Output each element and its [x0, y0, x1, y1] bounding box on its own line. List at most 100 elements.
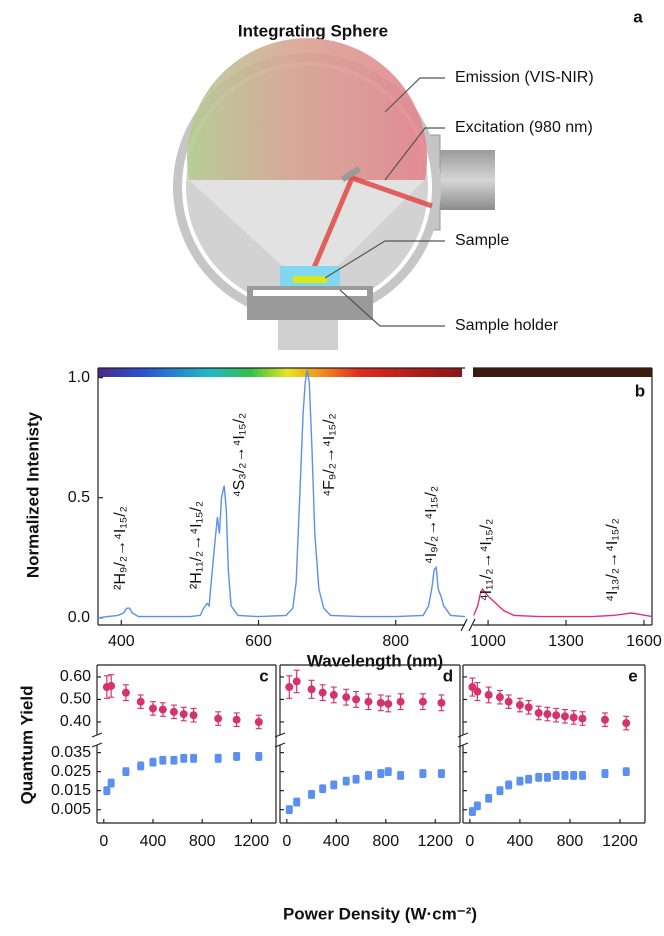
point [468, 808, 476, 816]
x-axis-label: Power Density (W·cm⁻²) [283, 904, 477, 923]
panel-letter: b [635, 381, 645, 400]
point [622, 768, 630, 776]
point [534, 708, 543, 717]
point [516, 777, 524, 785]
x-tick-label: 1200 [417, 833, 453, 850]
axis-break [274, 732, 286, 738]
point [535, 773, 543, 781]
port-cylinder [440, 150, 495, 210]
point [170, 756, 178, 764]
funnel [189, 180, 425, 266]
point [103, 787, 111, 795]
point [149, 758, 157, 766]
nir-bar [473, 368, 652, 377]
transition-label: ²H₁₁/₂→⁴I₁₅/₂ [188, 501, 205, 589]
point [254, 717, 263, 726]
point [233, 752, 241, 760]
leader-line [339, 289, 445, 327]
x-tick-label: 800 [557, 833, 584, 850]
point [515, 701, 524, 710]
point [137, 762, 145, 770]
point [293, 798, 301, 806]
point [552, 771, 560, 779]
axis-break [91, 742, 103, 748]
point [578, 771, 586, 779]
holder-slot [253, 290, 367, 296]
x-tick-label: 1300 [548, 633, 584, 650]
x-tick-label: 0 [465, 833, 474, 850]
axis-break [274, 742, 286, 748]
point [473, 687, 482, 696]
point [159, 756, 167, 764]
point [179, 710, 188, 719]
x-tick-label: 1200 [602, 833, 638, 850]
point [569, 713, 578, 722]
point [560, 712, 569, 721]
point [232, 715, 241, 724]
y-tick-label: 0.50 [60, 691, 91, 708]
point [552, 711, 561, 720]
point [525, 775, 533, 783]
transition-label: ⁴F₉/₂→⁴I₁₅/₂ [321, 413, 338, 496]
leader-line [324, 240, 445, 279]
point [255, 752, 263, 760]
transition-label: ⁴S₃/₂→⁴I₁₅/₂ [231, 413, 248, 498]
y-tick-label: 0.40 [60, 713, 91, 730]
transition-label: ⁴I₁₁/₂→⁴I₁₅/₂ [478, 519, 495, 602]
point [180, 754, 188, 762]
point [396, 697, 405, 706]
panel-letter: c [259, 666, 268, 685]
point [352, 695, 361, 704]
point [570, 771, 578, 779]
point [292, 677, 301, 686]
y-tick-label: 0.035 [51, 744, 91, 761]
laser-beam [305, 174, 433, 283]
point [107, 681, 116, 690]
y-tick-label: 0.005 [51, 801, 91, 818]
point [473, 802, 481, 810]
point [342, 777, 350, 785]
point [352, 775, 360, 783]
point [397, 771, 405, 779]
diagram-title: Integrating Sphere [238, 21, 388, 40]
x-tick-label: 800 [372, 833, 399, 850]
point [169, 707, 178, 716]
axis-break [91, 732, 103, 738]
point [136, 697, 145, 706]
y-axis-label: Quantum Yield [17, 685, 36, 804]
x-tick-label: 0 [282, 833, 291, 850]
point [376, 698, 385, 707]
point [622, 719, 631, 728]
x-axis-label: Wavelength (nm) [307, 651, 443, 670]
spectrum-line [473, 587, 653, 618]
point [122, 768, 130, 776]
point [437, 698, 446, 707]
diagram-label: Sample holder [455, 317, 559, 334]
point [307, 685, 316, 694]
mirror [340, 166, 362, 182]
point [578, 714, 587, 723]
x-tick-label: 1600 [626, 633, 662, 650]
point [495, 693, 504, 702]
sample [293, 276, 327, 283]
panel-letter: a [633, 7, 643, 26]
diagram-label: Sample [455, 232, 509, 249]
point [543, 773, 551, 781]
point [107, 779, 115, 787]
point [601, 770, 609, 778]
spectrum-line [97, 370, 466, 619]
point [342, 693, 351, 702]
point [214, 754, 222, 762]
point [419, 770, 427, 778]
point [484, 690, 493, 699]
point [285, 683, 294, 692]
point [189, 711, 198, 720]
axis-break [457, 742, 469, 748]
axis-break [468, 618, 476, 632]
point [330, 781, 338, 789]
point [377, 770, 385, 778]
point [308, 790, 316, 798]
diagram-label: Emission (VIS-NIR) [455, 69, 594, 86]
y-tick-label: 0.60 [60, 668, 91, 685]
